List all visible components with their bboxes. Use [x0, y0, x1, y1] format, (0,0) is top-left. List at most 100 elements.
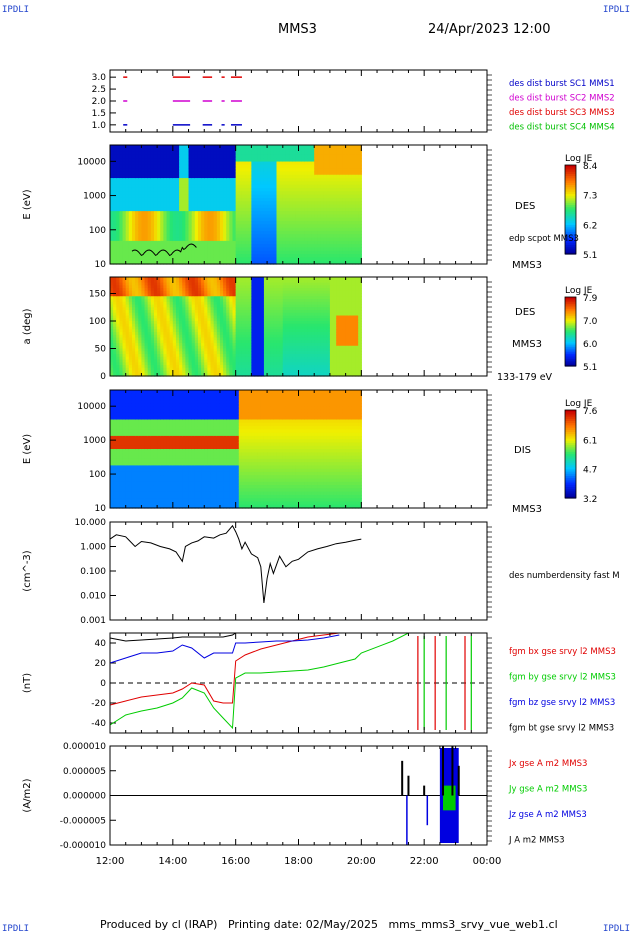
des-pitch-cell	[135, 332, 139, 336]
des-energy-cell	[301, 154, 306, 159]
des-pitch-cell	[223, 277, 227, 281]
des-pitch-cell	[223, 318, 227, 322]
des-energy-cell	[257, 244, 262, 249]
des-energy-cell	[314, 161, 318, 166]
des-energy-cell	[147, 184, 152, 189]
des-pitch-cell	[119, 299, 124, 303]
des-pitch-cell	[213, 307, 218, 311]
des-energy-cell	[197, 237, 202, 242]
des-energy-cell	[157, 204, 161, 209]
des-pitch-cell	[179, 312, 183, 317]
des-energy-cell	[232, 168, 237, 173]
des-pitch-cell	[226, 288, 230, 292]
des-pitch-cell	[169, 329, 174, 333]
des-pitch-cell	[182, 345, 186, 350]
des-energy-cell	[339, 178, 344, 182]
des-pitch-cell	[147, 354, 152, 358]
des-pitch-cell	[160, 343, 165, 347]
des-energy-cell	[311, 207, 315, 212]
des-energy-cell	[329, 224, 334, 229]
des-energy-cell	[197, 207, 202, 212]
des-energy-cell	[276, 254, 281, 258]
des-pitch-cell	[125, 370, 130, 374]
des-energy-cell	[188, 257, 193, 262]
des-pitch-cell	[169, 299, 174, 303]
des-energy-cell	[122, 178, 127, 182]
des-energy-cell	[147, 227, 152, 232]
des-pitch-cell	[160, 293, 165, 297]
des-energy-cell	[339, 168, 344, 173]
des-pitch-cell	[182, 348, 186, 352]
des-energy-cell	[345, 237, 350, 242]
des-pitch-cell	[210, 277, 215, 281]
des-energy-cell	[201, 204, 205, 209]
des-energy-cell	[257, 214, 262, 219]
des-pitch-cell	[201, 285, 205, 289]
des-energy-cell	[276, 227, 281, 232]
des-pitch-cell	[150, 326, 155, 330]
des-energy-cell	[351, 217, 356, 222]
des-pitch-cell	[232, 365, 237, 369]
des-energy-cell	[295, 244, 300, 249]
des-energy-cell	[267, 145, 271, 149]
des-pitch-cell	[150, 332, 155, 336]
des-energy-cell	[138, 214, 143, 219]
des-energy-image	[110, 145, 362, 265]
des-pitch-cell	[169, 345, 174, 350]
des-energy-cell	[232, 148, 237, 153]
des-energy-cell	[245, 184, 249, 189]
des-pitch-cell	[235, 285, 240, 289]
des-pitch-cell	[163, 354, 168, 358]
des-energy-cell	[345, 161, 350, 166]
des-energy-cell	[163, 145, 168, 149]
des-energy-cell	[355, 148, 359, 153]
des-energy-cell	[245, 194, 249, 199]
des-pitch-cell	[219, 373, 224, 377]
des-energy-cell	[229, 174, 234, 179]
des-pitch-cell	[229, 345, 234, 350]
des-pitch-cell	[116, 293, 121, 297]
des-energy-cell	[317, 148, 322, 153]
des-pitch-cell	[232, 321, 237, 325]
des-energy-cell	[320, 151, 325, 156]
des-energy-cell	[119, 247, 124, 252]
des-energy-cell	[138, 224, 143, 229]
des-energy-cell	[267, 254, 271, 258]
des-energy-cell	[295, 148, 300, 153]
des-energy-cell	[314, 154, 318, 159]
des-pitch-cell	[113, 343, 117, 347]
des-energy-cell	[311, 234, 315, 239]
des-energy-cell	[248, 184, 252, 189]
des-pitch-cell	[175, 365, 180, 369]
des-energy-cell	[311, 187, 315, 192]
des-energy-cell	[273, 224, 278, 229]
des-pitch-cell	[147, 329, 152, 333]
des-energy-cell	[257, 181, 262, 186]
des-energy-cell	[138, 254, 143, 258]
des-energy-cell	[235, 227, 240, 232]
des-pitch-cell	[160, 277, 165, 281]
des-pitch-cell	[188, 323, 193, 328]
des-energy-cell	[213, 178, 218, 182]
des-energy-cell	[147, 187, 152, 192]
des-pitch-cell	[175, 337, 180, 341]
des-pitch-cell	[166, 279, 171, 284]
des-pitch-cell	[135, 288, 139, 292]
des-pitch-cell	[166, 285, 171, 289]
des-energy-cell	[185, 181, 190, 186]
des-energy-cell	[333, 240, 337, 245]
des-pitch-cell	[194, 323, 199, 328]
des-energy-cell	[138, 237, 143, 242]
des-energy-cell	[182, 254, 186, 258]
des-pitch-cell	[125, 343, 130, 347]
des-energy-cell	[182, 154, 186, 159]
des-energy-cell	[311, 217, 315, 222]
des-pitch-cell	[122, 310, 127, 314]
des-energy-cell	[251, 145, 256, 149]
des-energy-cell	[238, 171, 243, 176]
des-energy-cell	[251, 247, 256, 252]
des-pitch-cell	[147, 290, 152, 295]
des-energy-cell	[119, 250, 124, 255]
des-pitch-cell	[197, 345, 202, 350]
des-energy-cell	[210, 204, 215, 209]
